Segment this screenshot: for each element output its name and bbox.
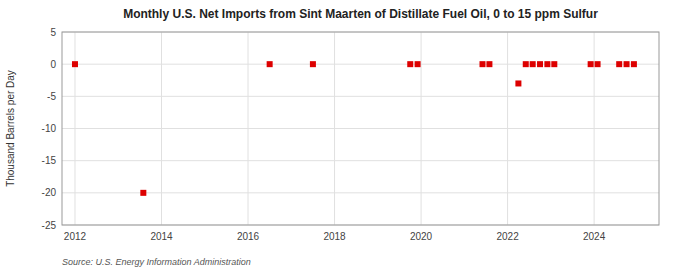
- x-tick-label: 2018: [323, 231, 346, 242]
- y-axis-label: Thousand Barrels per Day: [5, 70, 16, 187]
- x-tick-label: 2022: [496, 231, 519, 242]
- data-points: [72, 61, 637, 196]
- y-grid-line: [62, 160, 659, 161]
- point: [140, 190, 146, 196]
- y-tick-label: 5: [50, 27, 56, 38]
- point: [267, 61, 273, 67]
- x-tick-label: 2024: [583, 231, 606, 242]
- y-tick-label: 0: [50, 59, 56, 70]
- point: [407, 61, 413, 67]
- axes: 2012 2014 2016 2018 2020 2022 2024 5 0 -5 -10 -15 -2…: [42, 27, 659, 243]
- point: [588, 61, 594, 67]
- y-grid-line: [62, 128, 659, 129]
- point: [479, 61, 485, 67]
- point: [537, 61, 543, 67]
- x-tick-label: 2016: [237, 231, 260, 242]
- grid: [62, 32, 659, 225]
- title: Monthly U.S. Net Imports from Sint Maart…: [123, 7, 598, 21]
- y-tick-label: -10: [42, 123, 57, 134]
- point: [310, 61, 316, 67]
- point: [624, 61, 630, 67]
- x-tick-label: 2012: [64, 231, 87, 242]
- point: [631, 61, 637, 67]
- y-grid-line: [62, 96, 659, 97]
- point: [551, 61, 557, 67]
- chart-svg: Monthly U.S. Net Imports from Sint Maart…: [0, 0, 675, 275]
- y-tick-label: -5: [47, 91, 56, 102]
- y-tick-label: -15: [42, 155, 57, 166]
- point: [595, 61, 601, 67]
- point: [72, 61, 78, 67]
- y-tick-label: -20: [42, 187, 57, 198]
- point: [486, 61, 492, 67]
- point: [616, 61, 622, 67]
- y-grid-line: [62, 192, 659, 193]
- plot-frame: [62, 32, 659, 225]
- point: [544, 61, 550, 67]
- point: [415, 61, 421, 67]
- x-tick-label: 2014: [150, 231, 173, 242]
- point: [515, 80, 521, 86]
- point: [530, 61, 536, 67]
- annotation: Source: U.S. Energy Information Administ…: [62, 257, 251, 267]
- point: [523, 61, 529, 67]
- x-tick-label: 2020: [410, 231, 433, 242]
- y-tick-label: -25: [42, 220, 57, 231]
- chart-container: Monthly U.S. Net Imports from Sint Maart…: [0, 0, 675, 275]
- y-grid-line: [62, 64, 659, 65]
